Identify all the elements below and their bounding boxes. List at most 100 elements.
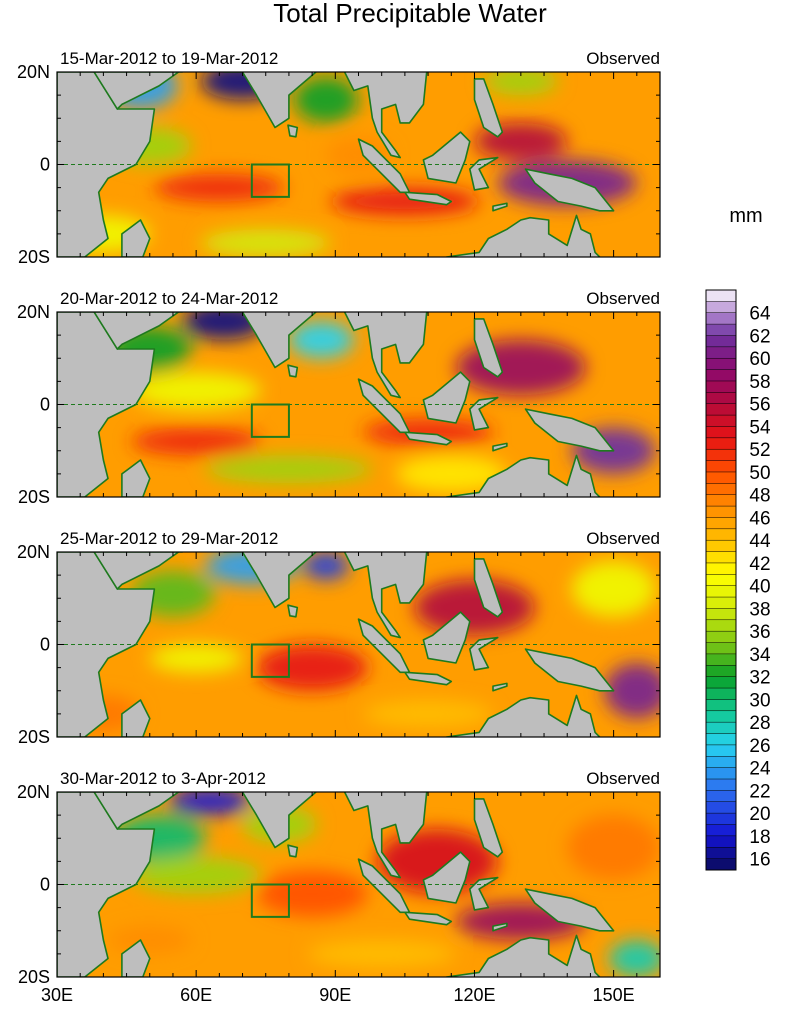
colorbar-tick-label: 46 bbox=[749, 508, 770, 529]
colorbar-tick-label: 48 bbox=[749, 486, 770, 507]
colorbar-bin bbox=[706, 380, 736, 393]
land-new-guinea bbox=[524, 408, 615, 452]
land-indochina bbox=[343, 72, 428, 159]
tpw-anomaly bbox=[168, 792, 252, 816]
colorbar-tick-label: 28 bbox=[749, 713, 770, 734]
land-mask bbox=[57, 529, 615, 737]
tpw-anomaly bbox=[330, 187, 480, 216]
colorbar-bin bbox=[706, 426, 736, 439]
land-india bbox=[223, 552, 318, 609]
y-tick-label: 20S bbox=[18, 487, 50, 507]
colorbar-bin bbox=[706, 517, 736, 530]
tpw-anomaly bbox=[108, 926, 192, 954]
colorbar-bin bbox=[706, 540, 736, 552]
y-tick-label: 20N bbox=[17, 782, 50, 802]
colorbar-bin bbox=[706, 551, 736, 564]
colorbar-tick-label: 42 bbox=[749, 554, 770, 575]
colorbar-tick-label: 36 bbox=[749, 622, 770, 643]
colorbar-tick-label: 16 bbox=[749, 850, 770, 871]
colorbar-unit-label: mm bbox=[729, 205, 762, 227]
colorbar-bin bbox=[706, 801, 736, 814]
colorbar-tick-label: 20 bbox=[749, 804, 770, 825]
panel-period-label: 30-Mar-2012 to 3-Apr-2012 bbox=[60, 769, 266, 788]
land-arabia bbox=[93, 792, 184, 830]
tpw-field bbox=[57, 769, 660, 977]
tpw-field bbox=[57, 529, 660, 737]
colorbar-tick-label: 26 bbox=[749, 736, 770, 757]
map-panel: 20S 0 20N 25-Mar-2012 to 29-Mar-2012 Observe… bbox=[17, 529, 661, 747]
colorbar-bin bbox=[706, 494, 736, 507]
y-tick-label: 0 bbox=[40, 395, 50, 415]
tpw-anomaly bbox=[604, 663, 660, 719]
land-sulawesi bbox=[469, 876, 499, 911]
colorbar-tick-label: 64 bbox=[749, 304, 771, 325]
colorbar-bin bbox=[706, 608, 736, 621]
colorbar-bin bbox=[706, 779, 736, 791]
land-java bbox=[404, 431, 453, 446]
tpw-anomaly bbox=[414, 579, 535, 636]
land-taiwan bbox=[475, 289, 484, 303]
colorbar-tick-label: 22 bbox=[749, 781, 770, 802]
land-indochina bbox=[343, 552, 428, 639]
tpw-anomaly bbox=[302, 552, 350, 580]
colorbar-bin bbox=[706, 653, 736, 666]
colorbar-bin bbox=[706, 369, 736, 382]
colorbar-bin bbox=[706, 847, 736, 859]
land-philippines bbox=[473, 318, 504, 378]
y-tick-label: 20N bbox=[17, 542, 50, 562]
y-tick-label: 20S bbox=[18, 247, 50, 267]
colorbar-bin bbox=[706, 631, 736, 643]
colorbar-bin bbox=[706, 312, 736, 325]
colorbar-tick-label: 30 bbox=[749, 690, 770, 711]
land-australia bbox=[445, 934, 601, 977]
land-new-guinea bbox=[524, 168, 615, 212]
colorbar-tick-label: 44 bbox=[749, 531, 771, 552]
colorbar-bin bbox=[706, 324, 736, 336]
colorbar-tick-label: 50 bbox=[749, 463, 770, 484]
colorbar-bin bbox=[706, 506, 736, 518]
colorbar-bin bbox=[706, 858, 736, 871]
land-java bbox=[404, 671, 453, 686]
colorbar-bin bbox=[706, 562, 736, 575]
colorbar-bin bbox=[706, 335, 736, 348]
tpw-anomaly bbox=[567, 815, 660, 880]
land-arabia bbox=[93, 312, 184, 350]
colorbar-tick-label: 62 bbox=[749, 326, 770, 347]
x-tick-label: 150E bbox=[593, 985, 635, 1005]
land-sri-lanka bbox=[287, 604, 299, 618]
colorbar-bin bbox=[706, 358, 736, 370]
tpw-field bbox=[57, 289, 660, 497]
land-borneo bbox=[422, 611, 471, 664]
map-panel: 20S 0 20N 30-Mar-2012 to 3-Apr-2012 Observed bbox=[17, 769, 661, 987]
land-sulawesi bbox=[469, 396, 499, 431]
land-mask bbox=[57, 289, 615, 497]
x-tick-label: 90E bbox=[319, 985, 351, 1005]
colorbar-tick-label: 60 bbox=[749, 349, 770, 370]
colorbar-bin bbox=[706, 835, 736, 848]
tpw-anomaly bbox=[256, 870, 368, 917]
land-taiwan bbox=[475, 769, 484, 783]
tpw-anomaly bbox=[200, 229, 331, 257]
land-taiwan bbox=[475, 529, 484, 543]
colorbar-bin bbox=[706, 415, 736, 427]
map-panels: 20S 0 20N 15-Mar-2012 to 19-Mar-2012 Observe… bbox=[17, 49, 661, 1005]
map-panel: 20S 0 20N 15-Mar-2012 to 19-Mar-2012 Observe… bbox=[17, 49, 661, 267]
land-borneo bbox=[422, 851, 471, 904]
colorbar-bin bbox=[706, 733, 736, 746]
y-tick-label: 20S bbox=[18, 727, 50, 747]
land-madagascar bbox=[121, 939, 151, 977]
analysis-box bbox=[250, 643, 290, 678]
colorbar-tick-label: 58 bbox=[749, 372, 770, 393]
y-tick-label: 0 bbox=[40, 635, 50, 655]
land-new-guinea bbox=[524, 888, 615, 932]
tpw-anomaly bbox=[307, 940, 456, 968]
colorbar-bin bbox=[706, 619, 736, 632]
land-mask bbox=[57, 72, 615, 257]
colorbar-bin bbox=[706, 301, 736, 314]
colorbar-bin bbox=[706, 483, 736, 496]
tpw-anomaly bbox=[363, 700, 494, 728]
tpw-anomaly bbox=[395, 455, 507, 493]
figure-title: Total Precipitable Water bbox=[273, 0, 547, 28]
colorbar-bin bbox=[706, 290, 736, 302]
y-tick-label: 20N bbox=[17, 302, 50, 322]
